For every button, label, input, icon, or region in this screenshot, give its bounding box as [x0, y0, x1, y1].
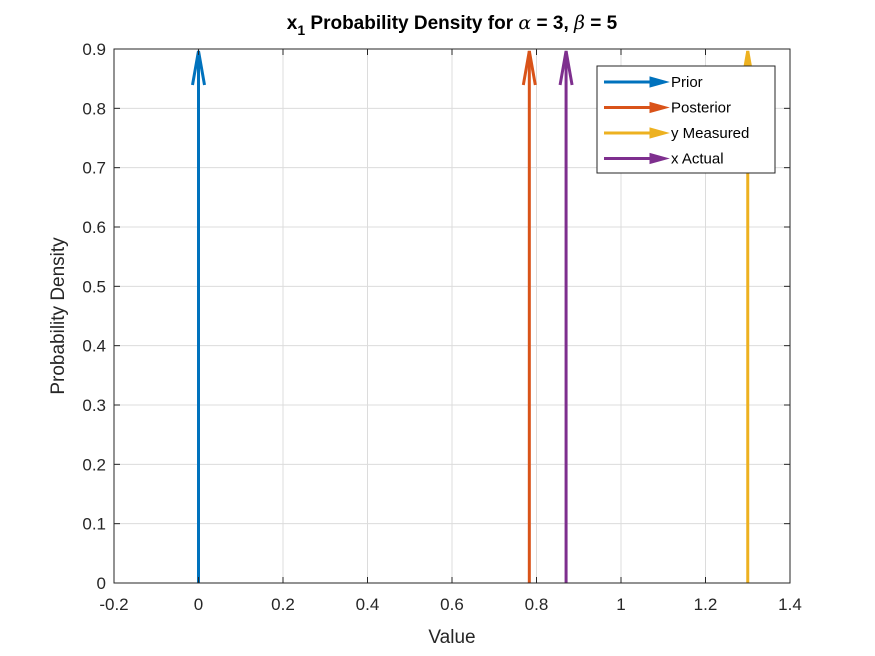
x-tick-label: -0.2	[99, 595, 128, 614]
legend-label: y Measured	[671, 125, 749, 142]
y-tick-label: 0.9	[82, 40, 106, 59]
y-tick-label: 0	[97, 574, 106, 593]
alpha-symbol: α	[518, 12, 531, 34]
title-part-1: x	[287, 13, 298, 34]
x-tick-label: 1.2	[694, 595, 718, 614]
x-axis-label: Value	[428, 627, 475, 648]
legend-swatch-head	[649, 76, 670, 88]
y-tick-label: 0.8	[82, 99, 106, 118]
legend-swatch-head	[649, 127, 670, 139]
x-tick-label: 0.6	[440, 595, 464, 614]
legend-item: x Actual	[604, 151, 724, 168]
x-tick-label: 0.8	[525, 595, 549, 614]
y-tick-label: 0.6	[82, 218, 106, 237]
legend-label: x Actual	[671, 151, 724, 168]
title-subscript: 1	[297, 22, 305, 38]
x-tick-label: 0.2	[271, 595, 295, 614]
x-tick-label: 0.4	[356, 595, 380, 614]
title-part-4: = 5	[585, 13, 618, 34]
title-part-3: = 3,	[531, 13, 574, 34]
x-tick-label: 1.4	[778, 595, 802, 614]
legend-item: Posterior	[604, 100, 731, 117]
series-arrow	[521, 50, 537, 583]
x-tick-label: 0	[194, 595, 203, 614]
legend-item: Prior	[604, 74, 703, 91]
y-axis-label: Probability Density	[48, 237, 69, 395]
chart-title: x1 Probability Density for α = 3, β = 5	[287, 12, 618, 38]
legend-item: y Measured	[604, 125, 749, 142]
series-arrow-head	[558, 50, 574, 86]
y-tick-label: 0.3	[82, 396, 106, 415]
legend: Prior Posterior y Measured x Actual	[596, 65, 776, 174]
series-arrow-head	[521, 50, 537, 86]
y-tick-label: 0.5	[82, 277, 106, 296]
legend-swatch-head	[649, 152, 670, 165]
series-arrow	[558, 50, 574, 583]
tick-labels: -0.2 0 0.2 0.4 0.6 0.8 1 1.2 1.4 0 0.1 0.2 0.3 0.4 0.5…	[82, 40, 801, 614]
y-tick-label: 0.4	[82, 337, 106, 356]
legend-label: Posterior	[671, 100, 731, 117]
title-part-2: Probability Density for	[305, 13, 518, 34]
legend-swatch-head	[649, 101, 670, 114]
legend-box	[596, 65, 776, 174]
beta-symbol: β	[573, 12, 585, 34]
legend-label: Prior	[671, 74, 703, 91]
y-tick-label: 0.1	[82, 515, 106, 534]
y-tick-label: 0.7	[82, 159, 106, 178]
ticks	[113, 48, 791, 584]
y-tick-label: 0.2	[82, 455, 106, 474]
x-tick-label: 1	[616, 595, 625, 614]
